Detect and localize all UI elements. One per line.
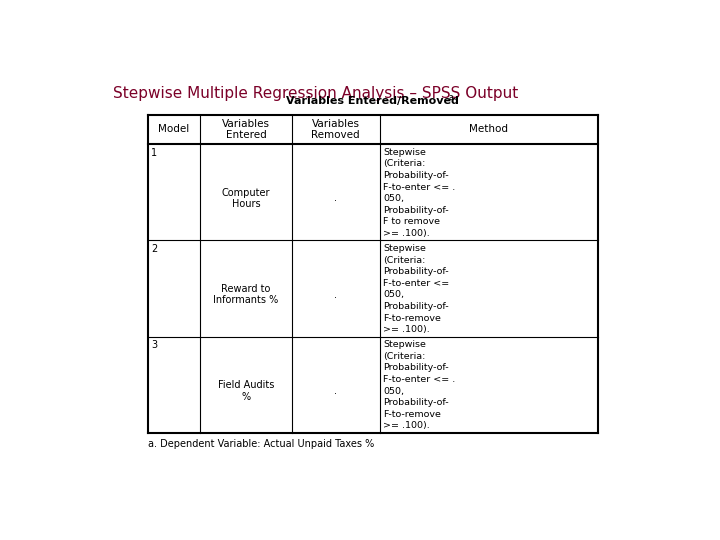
Text: Method: Method [469, 125, 508, 134]
Text: 1: 1 [151, 148, 158, 158]
Text: (Criteria:: (Criteria: [384, 352, 426, 361]
Text: Variables
Entered: Variables Entered [222, 119, 270, 140]
Text: a: a [449, 93, 454, 102]
Text: Stepwise: Stepwise [384, 244, 426, 253]
Text: Probability-of-: Probability-of- [384, 302, 449, 311]
Text: Field Audits
%: Field Audits % [217, 380, 274, 402]
Text: F-to-enter <= .: F-to-enter <= . [384, 375, 456, 384]
Text: Variables Entered/Removed: Variables Entered/Removed [287, 96, 459, 106]
Text: .: . [334, 386, 337, 396]
Text: 050,: 050, [384, 291, 405, 299]
Text: Probability-of-: Probability-of- [384, 171, 449, 180]
Text: Variables
Removed: Variables Removed [312, 119, 360, 140]
Text: F to remove: F to remove [384, 217, 441, 226]
Text: Probability-of-: Probability-of- [384, 398, 449, 407]
Text: F-to-remove: F-to-remove [384, 410, 441, 419]
Text: 3: 3 [151, 340, 158, 350]
Text: Reward to
Informants %: Reward to Informants % [213, 284, 279, 306]
Text: 050,: 050, [384, 387, 405, 396]
Text: .: . [334, 193, 337, 204]
Text: Model: Model [158, 125, 189, 134]
Text: .: . [334, 289, 337, 300]
Text: 050,: 050, [384, 194, 405, 203]
Text: a. Dependent Variable: Actual Unpaid Taxes %: a. Dependent Variable: Actual Unpaid Tax… [148, 439, 374, 449]
Text: Computer
Hours: Computer Hours [222, 187, 270, 209]
Text: Probability-of-: Probability-of- [384, 267, 449, 276]
Text: Probability-of-: Probability-of- [384, 206, 449, 215]
Text: 2: 2 [151, 244, 158, 254]
Text: >= .100).: >= .100). [384, 421, 431, 430]
Text: Stepwise: Stepwise [384, 148, 426, 157]
Text: (Criteria:: (Criteria: [384, 159, 426, 168]
Text: Stepwise Multiple Regression Analysis – SPSS Output: Stepwise Multiple Regression Analysis – … [113, 86, 518, 102]
Text: >= .100).: >= .100). [384, 325, 431, 334]
Text: F-to-remove: F-to-remove [384, 314, 441, 322]
Text: Stepwise: Stepwise [384, 340, 426, 349]
Text: Probability-of-: Probability-of- [384, 363, 449, 373]
Text: F-to-enter <= .: F-to-enter <= . [384, 183, 456, 192]
Text: F-to-enter <=: F-to-enter <= [384, 279, 450, 288]
Text: >= .100).: >= .100). [384, 229, 431, 238]
Text: (Criteria:: (Criteria: [384, 255, 426, 265]
